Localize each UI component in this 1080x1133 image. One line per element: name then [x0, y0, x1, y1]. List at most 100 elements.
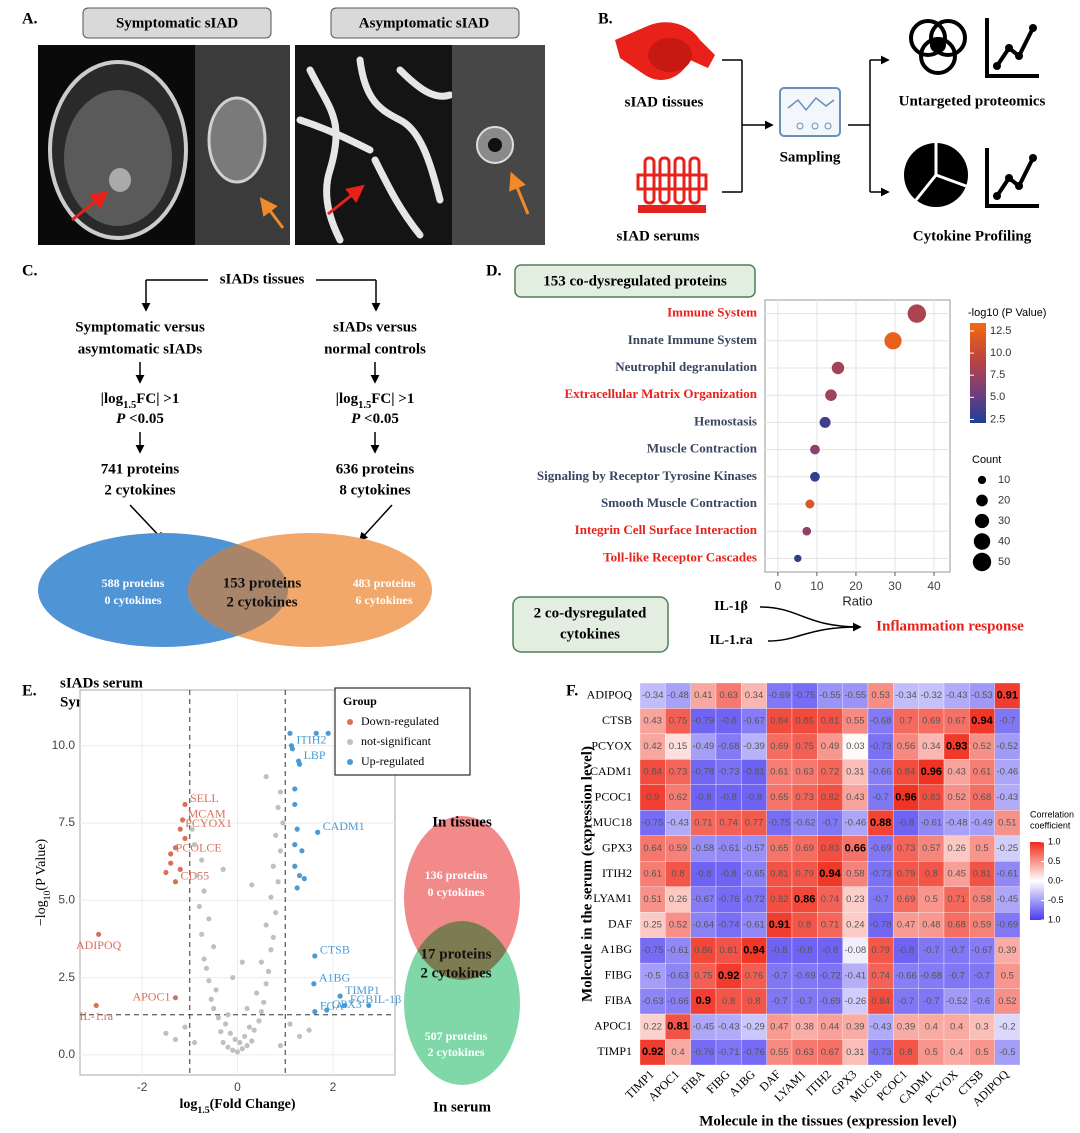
- cell-label: -0.68: [870, 716, 892, 727]
- y-tick-label: FIBG: [605, 968, 633, 982]
- cell-label: -0.6: [974, 996, 990, 1007]
- panel-label: C.: [22, 263, 38, 280]
- point: [268, 947, 274, 953]
- heatmap-cell: [918, 937, 945, 964]
- cell-label: 0.8: [925, 869, 938, 880]
- heatmap-cell: [791, 1039, 818, 1066]
- pathway-label: Muscle Contraction: [647, 441, 758, 456]
- cell-label: -0.8: [796, 945, 812, 956]
- colorbar: [970, 323, 986, 423]
- heatmap-cell: [918, 784, 945, 811]
- cell-label: -0.2: [999, 1021, 1015, 1032]
- cell-label: -0.69: [794, 970, 816, 981]
- cell-label: -0.66: [667, 996, 689, 1007]
- cell-label: 0.61: [770, 767, 789, 778]
- cell-label: 0.81: [770, 869, 789, 880]
- cell-label: -0.57: [743, 843, 765, 854]
- cell-label: 0.61: [973, 767, 992, 778]
- cell-label: 0.9: [696, 995, 711, 1007]
- cell-label: 0.79: [897, 869, 916, 880]
- point-label: PCOLCE: [176, 841, 222, 855]
- heatmap-cell: [893, 708, 919, 735]
- header-box: [514, 264, 756, 298]
- heatmap-cell: [741, 733, 767, 760]
- cell-label: 0.83: [922, 792, 941, 803]
- label: 0 cytokines: [105, 593, 162, 607]
- legend-label: not-significant: [361, 734, 432, 748]
- heatmap-cell: [842, 708, 869, 735]
- size-label: 10: [998, 474, 1010, 486]
- y-tick-label: PCOC1: [595, 789, 632, 803]
- heatmap-cell: [867, 962, 894, 989]
- point: [232, 1036, 238, 1043]
- cell-label: 0.68: [947, 919, 966, 930]
- point: [313, 730, 319, 736]
- heatmap-cell: [867, 835, 894, 862]
- point: [270, 934, 276, 940]
- heatmap-cell: [943, 962, 970, 989]
- cell-label: -0.8: [898, 945, 914, 956]
- label: |log1.5FC| >1: [101, 391, 180, 410]
- heatmap-cell: [969, 962, 995, 989]
- cell-label: 0.75: [669, 716, 688, 727]
- heatmap-cell: [867, 682, 894, 709]
- cell-label: 0.86: [694, 945, 713, 956]
- point: [96, 931, 102, 937]
- heatmap-cell: [690, 682, 717, 709]
- vessel: [396, 66, 454, 100]
- label: P <0.05: [116, 411, 164, 427]
- label: 6 cytokines: [356, 593, 413, 607]
- cell-label: -0.61: [921, 818, 943, 829]
- arrow: [71, 190, 109, 222]
- point-label: ITIH2: [296, 732, 326, 746]
- heatmap-cell: [766, 835, 793, 862]
- text-part: (P Value): [34, 839, 49, 891]
- heatmap-cell: [817, 861, 843, 887]
- pathway-label: Innate Immune System: [628, 332, 757, 347]
- cell-label: -0.34: [642, 690, 664, 701]
- point: [292, 786, 298, 792]
- heatmap-cell: [994, 835, 1021, 862]
- heatmap-cell: [943, 835, 970, 862]
- monitor-knob: [824, 122, 832, 130]
- cell-label: 0.71: [694, 818, 713, 829]
- cell-label: 0.39: [998, 945, 1017, 956]
- cell-label: 0.4: [950, 1047, 963, 1058]
- heatmap-cell: [893, 810, 919, 836]
- heatmap-cell: [741, 784, 767, 811]
- cell-label: 0.69: [897, 894, 916, 905]
- y-tick-label: GPX3: [602, 840, 632, 854]
- trend-dot: [993, 62, 1001, 70]
- point: [194, 872, 200, 879]
- cell-label: -0.75: [794, 690, 816, 701]
- heatmap-cell: [741, 1013, 767, 1040]
- cell-label: 0.71: [821, 919, 840, 930]
- point-label: PCYOX1: [185, 816, 232, 830]
- heatmap-cell: [969, 759, 995, 786]
- point-label: APOC1: [132, 989, 170, 1003]
- label: sIAD tissues: [625, 94, 704, 110]
- x-tick-label: 20: [849, 579, 863, 593]
- point: [261, 999, 267, 1005]
- heatmap-cell: [791, 759, 818, 786]
- cell-label: 0.44: [821, 1021, 840, 1032]
- heatmap-cell: [969, 733, 995, 760]
- x-tick-label: 10: [810, 579, 824, 593]
- heatmap-cell: [867, 1013, 894, 1040]
- heatmap-cell: [893, 733, 919, 760]
- heatmap-cell: [741, 835, 767, 862]
- cell-label: -0.8: [720, 716, 736, 727]
- heatmap-cell: [867, 733, 894, 760]
- venn-icon: [929, 19, 967, 57]
- heatmap-cell: [943, 1039, 970, 1066]
- cell-label: 0.52: [998, 996, 1017, 1007]
- cell-label: -0.7: [771, 970, 787, 981]
- y-tick-label: APOC1: [594, 1019, 632, 1033]
- point: [312, 1009, 318, 1015]
- cell-label: -0.67: [743, 716, 765, 727]
- point: [206, 916, 212, 922]
- legend-box: [334, 687, 471, 776]
- image-title-box: [330, 7, 520, 39]
- cell-label: 0.79: [871, 945, 890, 956]
- cell-label: 0.75: [694, 970, 713, 981]
